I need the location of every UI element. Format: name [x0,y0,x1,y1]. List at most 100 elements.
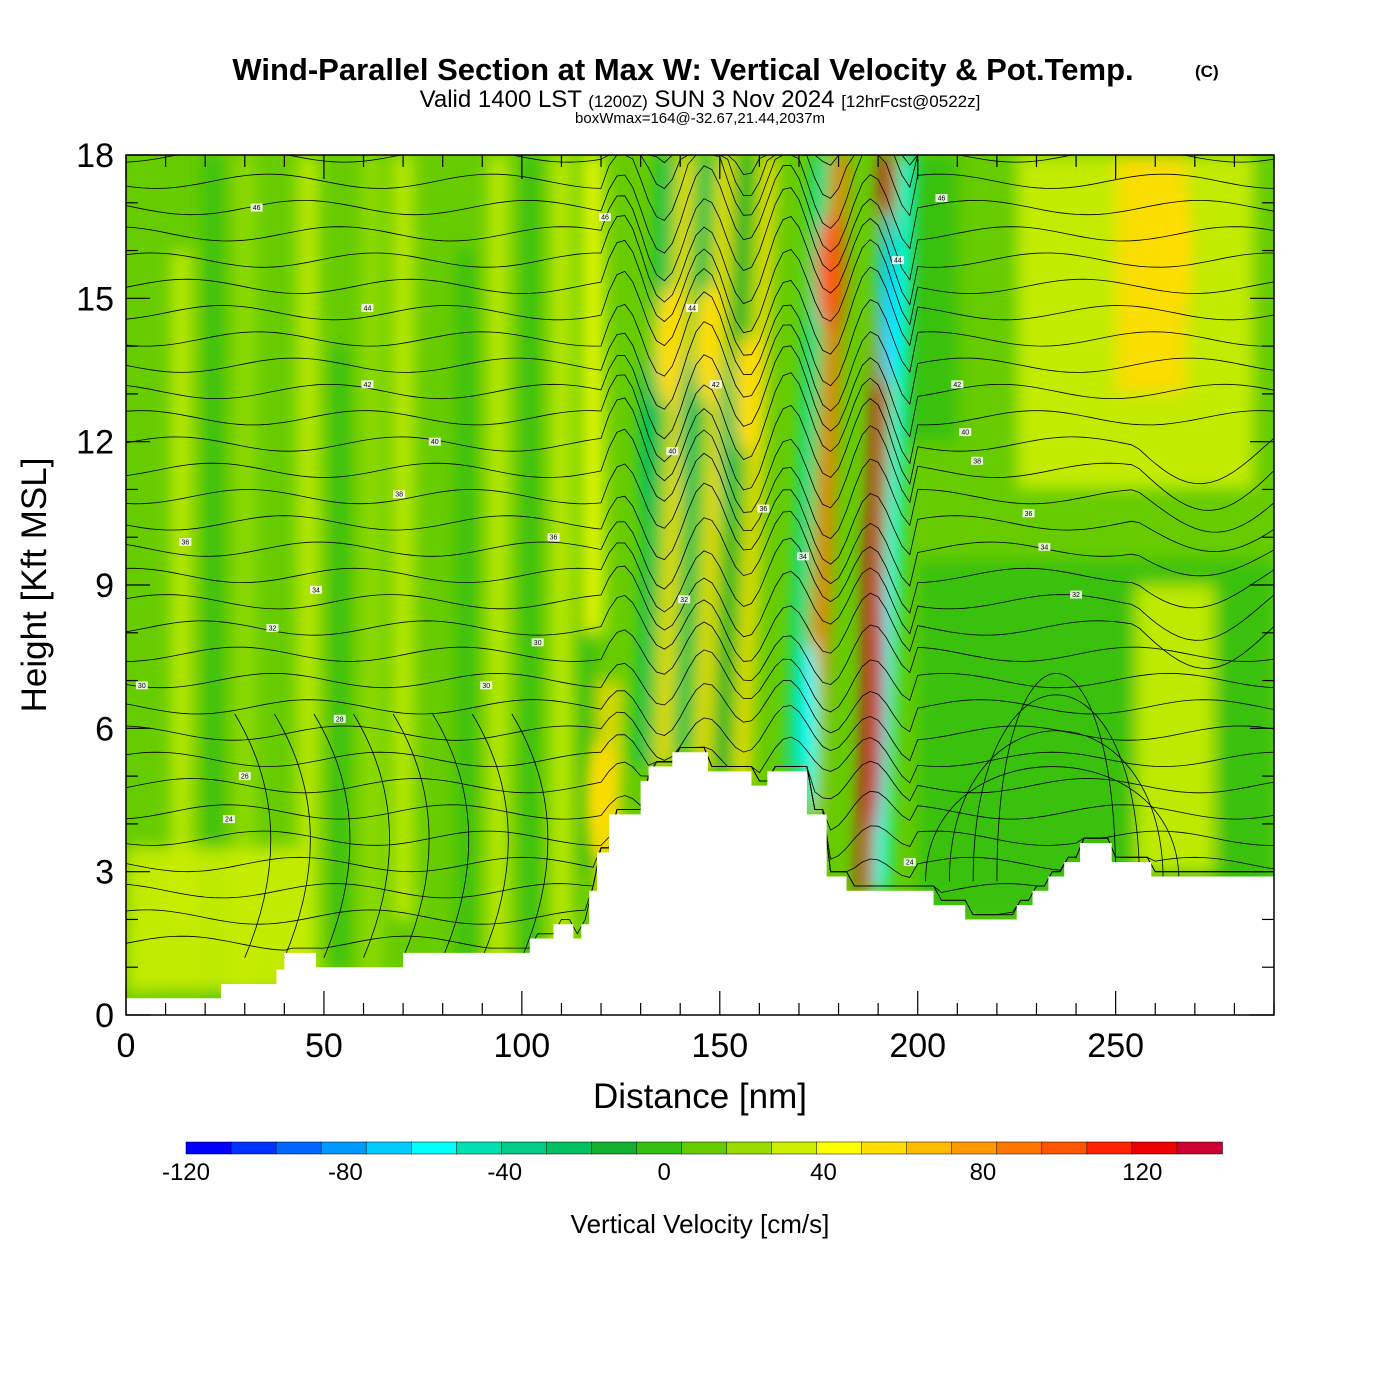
isentrope-line [126,155,1274,199]
colorbar-tick-label: -120 [162,1159,210,1186]
colorbar-swatch [861,1141,908,1155]
svg-text:40: 40 [961,430,969,437]
downdraft-core [718,351,737,532]
isentrope-line [126,649,1274,713]
isentrope-line [126,266,1274,356]
colorbar-tick-label: -80 [328,1159,363,1186]
colorbar-tick-label: 0 [657,1159,670,1186]
svg-text:42: 42 [953,382,961,389]
x-tick-label: 50 [305,1027,343,1065]
colorbar-swatch [275,1141,322,1155]
colorbar-tick-label: 80 [970,1159,997,1186]
field-band [622,155,643,777]
contour-label: 42 [951,380,964,389]
potential-temperature-contours [126,155,1274,958]
chart-subtitle: Valid 1400 LST (1200Z) SUN 3 Nov 2024 [1… [420,86,981,113]
chart-title: Wind-Parallel Section at Max W: Vertical… [232,52,1133,87]
field-band [519,155,540,968]
field-band [234,155,255,1015]
contour-label: 44 [686,303,699,312]
svg-text:36: 36 [1025,511,1033,518]
svg-text:26: 26 [241,774,249,781]
colorbar-swatch [591,1141,638,1155]
colorbar-swatch [951,1141,998,1155]
x-tick-label: 250 [1087,1027,1144,1065]
colorbar-swatch [1041,1141,1088,1155]
isentrope-line [126,511,1274,590]
isentrope-arc [432,713,470,958]
contour-label: 24 [222,815,235,824]
updraft-core [654,286,683,407]
updraft-core [587,740,616,860]
svg-text:46: 46 [938,196,946,203]
svg-text:38: 38 [395,492,403,499]
contour-label: 42 [361,380,374,389]
contour-label: 30 [135,681,148,690]
y-tick-label: 9 [95,567,114,605]
isentrope-line [126,592,1274,669]
field-band [424,155,445,1015]
colorbar-swatch [681,1141,728,1155]
colorbar [185,1141,1223,1155]
svg-text:32: 32 [269,626,277,633]
downdraft-core [679,351,698,532]
svg-text:44: 44 [688,305,696,312]
svg-text:30: 30 [534,640,542,647]
isentrope-arc [471,713,509,958]
x-tick-label: 150 [691,1027,748,1065]
isentrope-arc [353,713,390,958]
y-tick-label: 12 [76,424,114,462]
updraft-core [816,214,845,335]
isentrope-line [126,291,1274,387]
colorbar-swatch [456,1141,503,1155]
colorbar-swatch [816,1141,863,1155]
contour-label: 24 [903,858,916,867]
isentrope-line [126,397,1274,491]
field-band [203,155,224,1015]
boxwmax-label: boxWmax=164@-32.67,21.44,2037m [575,110,825,127]
field-band [298,155,319,1015]
contour-label: 38 [393,490,406,499]
x-tick-label: 0 [117,1027,136,1065]
svg-text:42: 42 [712,382,720,389]
x-tick-label: 100 [493,1027,550,1065]
isentrope-line [126,482,1274,565]
svg-text:46: 46 [601,215,609,222]
contour-label: 44 [891,256,904,265]
colorbar-swatch [1176,1141,1223,1155]
downdraft-core [877,208,896,389]
svg-text:32: 32 [1072,592,1080,599]
contour-label: 34 [1038,542,1051,551]
valid-time: Valid 1400 LST [420,86,583,113]
contour-label: 40 [428,437,441,446]
isentrope-line [126,345,1274,440]
valid-date: SUN 3 Nov 2024 [654,86,834,113]
x-axis-label: Distance [nm] [593,1077,807,1116]
field-band [583,155,604,633]
svg-text:34: 34 [799,554,807,561]
y-axis-label: Height [Kft MSL] [15,458,54,713]
contour-label: 46 [250,203,263,212]
svg-text:40: 40 [431,439,439,446]
svg-text:32: 32 [680,597,688,604]
field-band [171,250,192,920]
svg-text:34: 34 [312,587,320,594]
svg-text:36: 36 [550,535,558,542]
colorbar-tick-label: 120 [1122,1159,1162,1186]
contour-label: 30 [480,681,493,690]
vertical-velocity-field [126,155,1274,1015]
isentrope-arc [392,713,430,958]
contour-label: 34 [796,552,809,561]
svg-text:24: 24 [225,817,233,824]
downdraft-core [639,351,658,532]
colorbar-swatch [996,1141,1043,1155]
colorbar-swatch [185,1141,232,1155]
isentrope-line [126,537,1274,614]
x-axis: 0 50 100 150 200 250 [117,155,1275,1065]
svg-text:40: 40 [668,449,676,456]
isentrope-line [126,372,1274,465]
x-tick-label: 200 [889,1027,946,1065]
contour-label: 40 [666,447,679,456]
field-band [551,155,572,1015]
